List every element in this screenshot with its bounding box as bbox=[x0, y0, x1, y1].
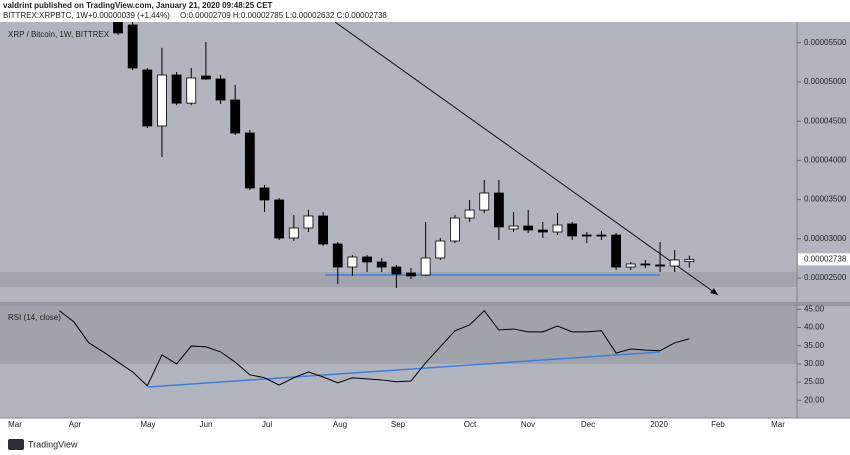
candle-body bbox=[493, 192, 504, 228]
candle-body bbox=[479, 192, 490, 211]
y-tick-label: 0.00005000 bbox=[804, 77, 847, 86]
ohlc: O:0.00002709 H:0.00002785 L:0.00002632 C… bbox=[180, 11, 387, 20]
trend-arrow bbox=[710, 288, 718, 295]
candle-body bbox=[567, 223, 578, 237]
y-tick-label: 0.00002500 bbox=[804, 273, 847, 282]
x-tick-label: Nov bbox=[521, 420, 535, 429]
x-tick-label: 2020 bbox=[650, 420, 668, 429]
candle-body bbox=[142, 69, 153, 127]
publisher: valdrint published on TradingView.com, J… bbox=[3, 1, 273, 10]
last-price-box bbox=[798, 253, 850, 266]
price-pane bbox=[113, 22, 695, 289]
candle-body bbox=[406, 272, 416, 277]
candle-body bbox=[288, 227, 299, 239]
candle-body bbox=[259, 187, 270, 201]
y-tick-label: 20.00 bbox=[804, 395, 825, 404]
candle-body bbox=[186, 77, 197, 104]
change: +0.00000039 (+1.44%) bbox=[88, 11, 170, 20]
candle-body bbox=[347, 256, 358, 268]
candle-body bbox=[230, 99, 241, 134]
y-tick-label: 25.00 bbox=[804, 377, 825, 386]
candle-body bbox=[464, 209, 475, 219]
rsi-pane bbox=[59, 309, 690, 387]
rsi-trend-line bbox=[147, 351, 661, 388]
candle-body bbox=[523, 225, 534, 231]
candle-body bbox=[669, 259, 680, 267]
x-tick-label: Mar bbox=[8, 420, 22, 429]
y-tick-label: 0.00003000 bbox=[804, 234, 847, 243]
candle-body bbox=[318, 215, 329, 245]
y-tick-label: 0.00004000 bbox=[804, 156, 847, 165]
candle-body bbox=[537, 229, 548, 233]
candle-body bbox=[508, 225, 519, 230]
candle-body bbox=[244, 132, 255, 189]
candle-body bbox=[274, 199, 285, 239]
candle-body bbox=[127, 24, 138, 69]
candle-body bbox=[171, 74, 182, 104]
rsi-line bbox=[59, 309, 690, 387]
x-tick-label: Dec bbox=[581, 420, 595, 429]
candle-body bbox=[376, 261, 387, 268]
y-tick-label: 0.00004500 bbox=[804, 116, 847, 125]
footer-logo: TradingView bbox=[28, 439, 78, 449]
candle-body bbox=[435, 240, 446, 259]
logo-icon bbox=[8, 439, 24, 450]
x-tick-label: Oct bbox=[464, 420, 477, 429]
candle-body bbox=[303, 215, 314, 229]
x-tick-label: Sep bbox=[391, 420, 406, 429]
last-price-label: 0.00002738 bbox=[804, 254, 847, 263]
candle-body bbox=[655, 264, 665, 267]
candle-body bbox=[362, 256, 372, 263]
candle-body bbox=[215, 78, 226, 101]
pane-separator bbox=[0, 302, 850, 306]
candle-body bbox=[640, 263, 651, 266]
y-tick-label: 30.00 bbox=[804, 359, 825, 368]
rsi-title: RSI (14, close) bbox=[8, 313, 61, 322]
y-tick-label: 40.00 bbox=[804, 323, 825, 332]
candle-body bbox=[113, 22, 123, 34]
trend-line bbox=[334, 22, 719, 296]
x-tick-label: Jun bbox=[200, 420, 213, 429]
candle-body bbox=[157, 74, 167, 127]
x-tick-label: Apr bbox=[69, 420, 82, 429]
candle-body bbox=[625, 263, 636, 268]
y-tick-label: 0.00003500 bbox=[804, 195, 847, 204]
candle-body bbox=[596, 234, 607, 237]
y-tick-label: 45.00 bbox=[804, 304, 825, 313]
pane-title: XRP / Bitcoin, 1W, BITTREX bbox=[8, 30, 110, 39]
x-tick-label: Mar bbox=[771, 420, 785, 429]
y-tick-label: 35.00 bbox=[804, 341, 825, 350]
x-tick-label: May bbox=[140, 420, 155, 429]
x-tick-label: Feb bbox=[711, 420, 725, 429]
candle-body bbox=[581, 234, 592, 237]
x-tick-label: Aug bbox=[333, 420, 347, 429]
candle-body bbox=[684, 258, 695, 263]
candle-body bbox=[391, 266, 402, 275]
y-tick-label: 0.00005500 bbox=[804, 38, 847, 47]
candle-body bbox=[552, 224, 563, 233]
candle-body bbox=[611, 234, 621, 268]
rsi-band bbox=[0, 306, 797, 364]
candle-body bbox=[200, 75, 211, 80]
symbol: BITTREX:XRPBTC, 1W bbox=[3, 11, 88, 20]
x-tick-label: Jul bbox=[262, 420, 272, 429]
candle-body bbox=[332, 243, 343, 268]
candle-body bbox=[420, 257, 431, 276]
candle-body bbox=[450, 217, 460, 242]
